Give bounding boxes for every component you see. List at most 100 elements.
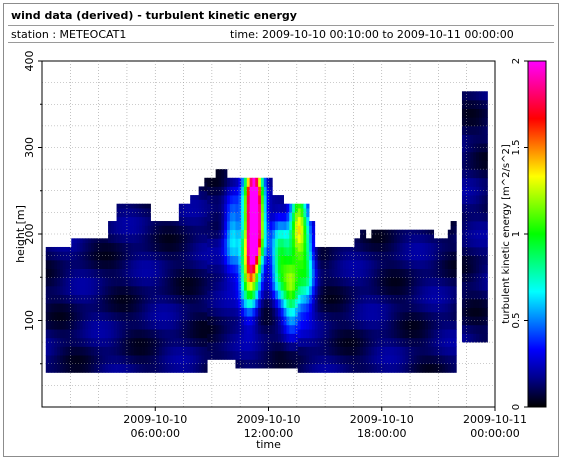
heatmap-cell [354, 311, 358, 321]
heatmap-cell [48, 294, 52, 304]
heatmap-cell [45, 259, 49, 269]
heatmap-cell [221, 203, 225, 213]
heatmap-cell [263, 307, 268, 317]
heatmap-cell [127, 303, 132, 313]
heatmap-cell [102, 363, 106, 373]
heatmap-cell [99, 251, 103, 261]
heatmap-cell [68, 285, 72, 295]
heatmap-cell [130, 346, 134, 356]
heatmap-cell [303, 337, 307, 347]
heatmap-cell [450, 259, 454, 269]
heatmap-cell [48, 285, 52, 295]
heatmap-cell [51, 259, 55, 269]
heatmap-cell [173, 285, 177, 295]
heatmap-cell [374, 234, 378, 244]
heatmap-cell [215, 324, 219, 334]
heatmap-cell [360, 259, 364, 269]
heatmap-cell [260, 359, 265, 369]
heatmap-cell [178, 285, 183, 295]
heatmap-cell [195, 329, 200, 339]
heatmap-cell [246, 316, 251, 326]
heatmap-cell [422, 234, 426, 244]
heatmap-cell [481, 160, 486, 170]
heatmap-cell [476, 333, 480, 343]
heatmap-cell [280, 212, 284, 222]
heatmap-cell [221, 246, 225, 257]
heatmap-cell [133, 311, 137, 321]
heatmap-cell [292, 255, 296, 265]
heatmap-cell [96, 363, 100, 373]
heatmap-cell [85, 346, 89, 356]
heatmap-cell [150, 329, 154, 339]
heatmap-cell [317, 277, 321, 287]
heatmap-cell [478, 281, 483, 291]
heatmap-cell [45, 251, 49, 261]
heatmap-cell [212, 238, 217, 248]
heatmap-cell [224, 212, 228, 222]
heatmap-cell [343, 246, 347, 252]
heatmap-cell [258, 281, 262, 291]
heatmap-cell [354, 303, 358, 313]
heatmap-cell [212, 307, 217, 317]
heatmap-cell [311, 355, 316, 365]
heatmap-cell [93, 238, 98, 244]
heatmap-cell [453, 311, 457, 321]
heatmap-cell [405, 277, 409, 287]
heatmap-cell [399, 229, 403, 235]
heatmap-cell [215, 307, 219, 317]
heatmap-cell [170, 363, 174, 373]
heatmap-cell [294, 246, 299, 257]
heatmap-cell [164, 285, 168, 295]
heatmap-cell [221, 333, 225, 343]
heatmap-cell [156, 234, 160, 244]
heatmap-cell [147, 259, 151, 269]
heatmap-cell [433, 311, 437, 321]
heatmap-cell [167, 363, 171, 373]
heatmap-cell [461, 238, 466, 248]
heatmap-cell [416, 363, 420, 373]
heatmap-cell [269, 177, 273, 187]
heatmap-cell [481, 333, 486, 343]
heatmap-cell [357, 337, 361, 347]
heatmap-cell [272, 350, 276, 360]
heatmap-cell [122, 363, 126, 373]
heatmap-cell [209, 333, 214, 343]
heatmap-cell [255, 221, 259, 231]
heatmap-cell [385, 329, 389, 339]
heatmap-cell [275, 290, 279, 300]
heatmap-cell [187, 277, 191, 287]
heatmap-cell [300, 259, 304, 269]
heatmap-cell [48, 268, 52, 278]
heatmap-cell [170, 221, 174, 226]
heatmap-cell [416, 229, 420, 235]
heatmap-cell [204, 259, 208, 269]
heatmap-cell [204, 182, 208, 192]
heatmap-cell [243, 350, 248, 360]
heatmap-cell [252, 195, 256, 205]
heatmap-cell [388, 268, 392, 278]
x-axis-label: time [256, 438, 281, 451]
heatmap-cell [379, 346, 384, 356]
heatmap-cell [176, 221, 180, 226]
heatmap-cell [113, 268, 117, 278]
heatmap-cell [484, 151, 488, 161]
heatmap-cell [391, 268, 395, 278]
heatmap-cell [178, 225, 183, 235]
heatmap-cell [229, 290, 234, 300]
heatmap-cell [246, 333, 251, 343]
heatmap-cell [320, 294, 324, 304]
heatmap-cell [79, 277, 83, 287]
heatmap-cell [354, 268, 358, 278]
heatmap-cell [164, 259, 168, 269]
heatmap-cell [476, 91, 480, 101]
heatmap-cell [88, 277, 92, 287]
heatmap-cell [249, 229, 253, 239]
heatmap-cell [340, 246, 344, 252]
heatmap-cell [340, 268, 344, 278]
heatmap-cell [71, 303, 75, 313]
heatmap-cell [371, 363, 375, 373]
heatmap-cell [51, 346, 55, 356]
heatmap-cell [382, 242, 386, 252]
heatmap-cell [464, 333, 469, 343]
heatmap-cell [283, 307, 287, 317]
